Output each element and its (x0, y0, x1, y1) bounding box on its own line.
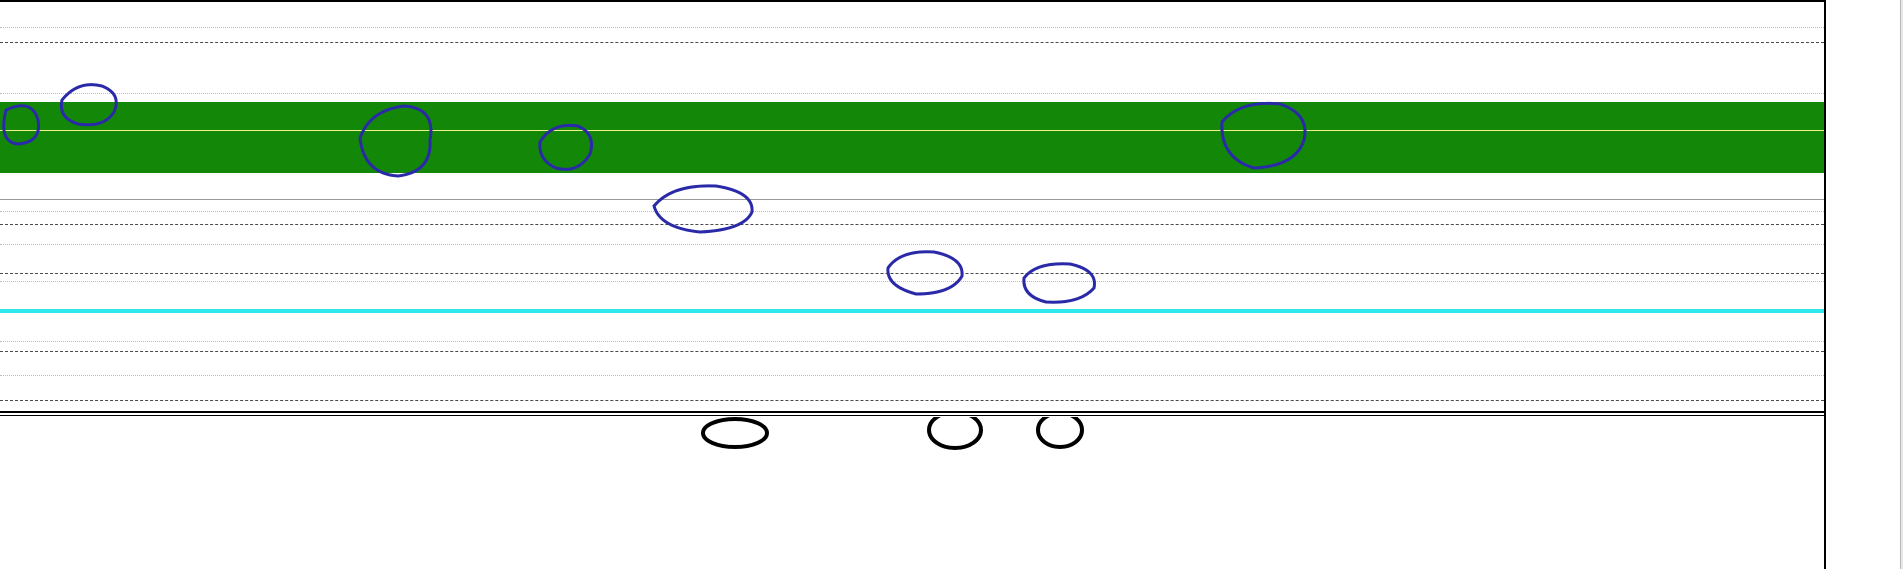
supply-zone (0, 102, 1824, 173)
pulse-flat-histogram (0, 417, 1824, 569)
price-axis[interactable] (1824, 0, 1903, 569)
price-chart-pane[interactable] (0, 14, 1824, 412)
indicator-pane[interactable] (0, 417, 1824, 569)
candlestick-series (0, 14, 1824, 412)
gridline-top-dotted (0, 27, 1824, 28)
axis-scrollbar[interactable] (1900, 0, 1903, 569)
gridline-3303 (0, 211, 1824, 212)
level-3291-70 (0, 400, 1824, 401)
symbol-header (4, 1, 12, 13)
gridline-3293 (0, 375, 1824, 376)
demand-line (0, 309, 1824, 313)
supply-zone-midline (0, 130, 1824, 131)
level-3294-75 (0, 351, 1824, 352)
gridline-3311 (0, 93, 1824, 94)
level-3314-55 (0, 42, 1824, 43)
gridline-3295 (0, 341, 1824, 342)
level-3302-58 (0, 224, 1824, 225)
pane-divider-2 (0, 415, 1824, 416)
gridline-3301 (0, 244, 1824, 245)
last-price-line (0, 199, 1824, 200)
header-divider (0, 0, 1824, 2)
price-axis-container[interactable] (1822, 0, 1903, 569)
pane-divider-1 (0, 411, 1824, 413)
